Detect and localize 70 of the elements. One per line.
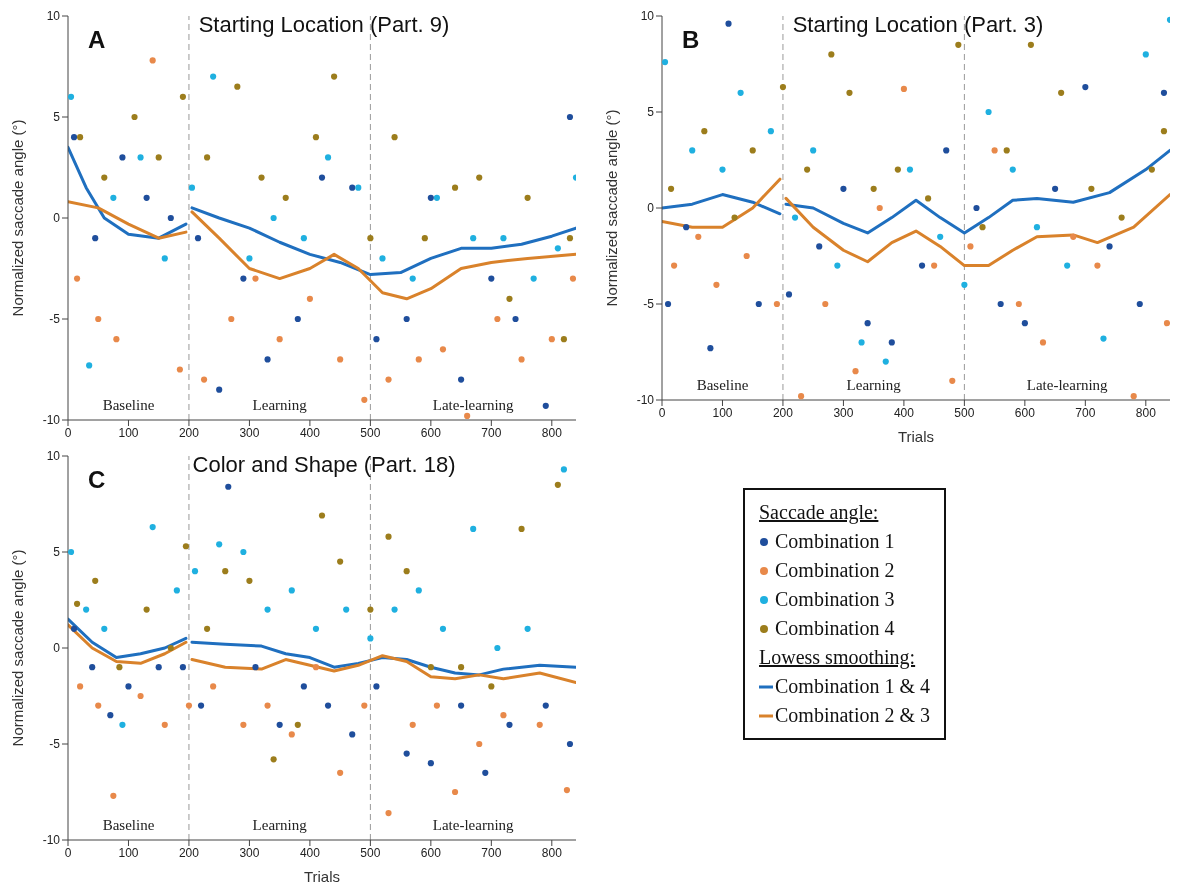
- annotation: Baseline: [696, 377, 749, 393]
- x-tick-label: 0: [658, 405, 666, 420]
- x-tick-label: 100: [712, 405, 733, 420]
- x-tick-label: 500: [360, 845, 381, 860]
- annotation: C: [88, 466, 106, 494]
- y-axis-title: Normalized saccade angle (°): [603, 109, 621, 307]
- annotation: Late-learning: [432, 817, 515, 833]
- x-tick-label: 700: [481, 845, 502, 860]
- annotation: Learning: [252, 397, 308, 413]
- text: Lowess smoothing:: [759, 645, 917, 671]
- annotation: Learning: [846, 377, 902, 393]
- x-tick-label: 300: [833, 405, 854, 420]
- x-tick-label: 0: [64, 425, 72, 440]
- y-tick-label: 5: [647, 105, 655, 120]
- x-tick-label: 500: [954, 405, 975, 420]
- x-tick-label: 100: [118, 845, 139, 860]
- x-tick-label: 700: [481, 425, 502, 440]
- annotation: Learning: [252, 817, 308, 833]
- y-tick-label: -10: [42, 413, 61, 428]
- x-tick-label: 500: [360, 425, 381, 440]
- y-axis-title: Normalized saccade angle (°): [9, 549, 27, 747]
- x-tick-label: 300: [239, 845, 260, 860]
- y-tick-label: 10: [46, 449, 61, 464]
- x-tick-label: 800: [541, 845, 563, 860]
- y-tick-label: 0: [53, 211, 61, 226]
- y-axis-title: Normalized saccade angle (°): [9, 119, 27, 317]
- y-tick-label: 5: [53, 110, 61, 125]
- annotation: Late-learning: [1026, 377, 1109, 393]
- x-tick-label: 400: [299, 425, 321, 440]
- x-tick-label: 200: [178, 425, 200, 440]
- x-axis-title: Trials: [897, 428, 935, 445]
- legend-title: Saccade angle:: [759, 500, 880, 526]
- x-tick-label: 400: [893, 405, 915, 420]
- x-tick-label: 800: [1135, 405, 1157, 420]
- y-tick-label: -10: [636, 393, 655, 408]
- x-tick-label: 300: [239, 425, 260, 440]
- x-tick-label: 100: [118, 425, 139, 440]
- legend-label: Combination 2: [774, 558, 896, 583]
- y-tick-label: -5: [643, 297, 655, 312]
- chart-title: Starting Location (Part. 3): [792, 12, 1044, 37]
- x-tick-label: 600: [420, 425, 442, 440]
- legend-label: Combination 3: [774, 587, 896, 612]
- y-tick-label: 0: [647, 201, 655, 216]
- legend-label: Combination 1: [774, 529, 896, 554]
- x-tick-label: 200: [178, 845, 200, 860]
- legend-label: Combination 2 & 3: [774, 703, 930, 728]
- x-axis-title: Trials: [303, 868, 341, 884]
- annotation: Late-learning: [432, 397, 515, 413]
- x-tick-label: 0: [64, 845, 72, 860]
- legend-label: Combination 1 & 4: [774, 674, 930, 699]
- y-tick-label: -10: [42, 833, 61, 848]
- x-tick-label: 600: [1014, 405, 1036, 420]
- x-tick-label: 700: [1075, 405, 1096, 420]
- y-tick-label: 10: [640, 9, 655, 24]
- x-tick-label: 800: [541, 425, 563, 440]
- y-tick-label: 0: [53, 641, 61, 656]
- y-tick-label: 5: [53, 545, 61, 560]
- x-tick-label: 400: [299, 845, 321, 860]
- x-tick-label: 200: [772, 405, 794, 420]
- chart-title: Starting Location (Part. 9): [198, 12, 450, 37]
- y-tick-label: 10: [46, 9, 61, 24]
- annotation: Baseline: [102, 817, 155, 833]
- chart-title: Color and Shape (Part. 18): [192, 452, 456, 477]
- x-tick-label: 600: [420, 845, 442, 860]
- y-tick-label: -5: [49, 312, 61, 327]
- legend-label: Combination 4: [774, 616, 896, 641]
- annotation: A: [88, 26, 106, 54]
- y-tick-label: -5: [49, 737, 61, 752]
- annotation: B: [682, 26, 700, 54]
- annotation: Baseline: [102, 397, 155, 413]
